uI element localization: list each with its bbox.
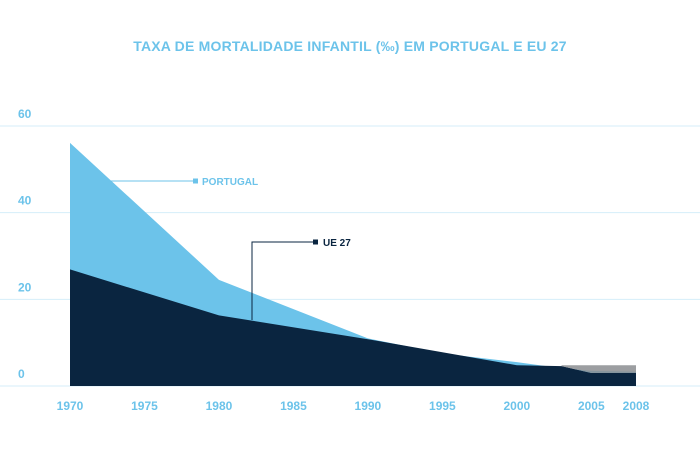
- overlay-band: [561, 365, 636, 373]
- eu-marker: [313, 239, 318, 245]
- area-ue-27: [70, 269, 636, 386]
- eu-leader-line: [251, 241, 314, 320]
- y-tick-label: 0: [18, 367, 25, 381]
- y-tick-label: 20: [18, 280, 32, 294]
- series-labels: PORTUGAL UE 27: [110, 177, 351, 320]
- portugal-marker: [193, 178, 198, 184]
- series-label-ue-27: UE 27: [323, 238, 351, 249]
- x-tick-label: 2008: [623, 399, 650, 413]
- area-layer: [70, 142, 636, 386]
- chart-title: TAXA DE MORTALIDADE INFANTIL (‰) EM PORT…: [133, 38, 567, 54]
- x-tick-label: 1995: [429, 399, 456, 413]
- x-tick-label: 1970: [57, 399, 84, 413]
- x-axis: 1970 1975 1980 1985 1990 1995 2000 2005 2008: [57, 399, 650, 413]
- x-tick-label: 2000: [503, 399, 530, 413]
- x-tick-label: 2005: [578, 399, 605, 413]
- x-tick-label: 1980: [206, 399, 233, 413]
- y-tick-label: 40: [18, 194, 32, 208]
- x-tick-label: 1990: [355, 399, 382, 413]
- x-tick-label: 1985: [280, 399, 307, 413]
- y-axis: 0 20 40 60: [18, 107, 32, 381]
- series-label-portugal: PORTUGAL: [202, 177, 258, 188]
- x-tick-label: 1975: [131, 399, 158, 413]
- y-tick-label: 60: [18, 107, 32, 121]
